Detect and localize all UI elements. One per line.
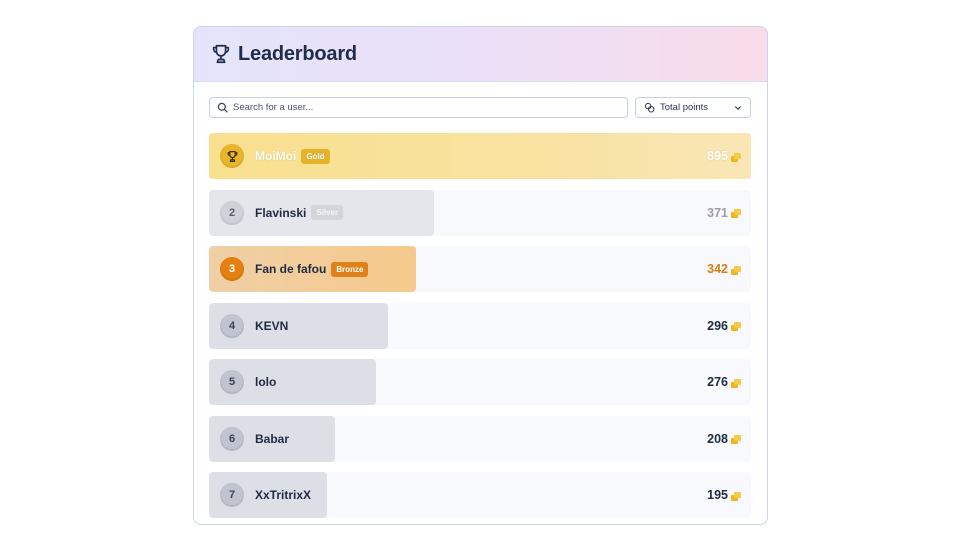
user-name: lolo: [255, 359, 276, 405]
points: 276: [707, 359, 741, 405]
rank-badge: 5: [220, 370, 244, 394]
rank-badge: 3: [220, 257, 244, 281]
leaderboard-header: Leaderboard: [194, 27, 767, 82]
points: 371: [707, 190, 741, 236]
user-name-text: XxTritrixX: [255, 488, 312, 502]
search-input[interactable]: [233, 102, 613, 113]
user-name-text: Babar: [255, 431, 290, 446]
leaderboard-row[interactable]: 7 XxTritrixX 195: [209, 472, 751, 518]
toolbar: Total points: [209, 97, 751, 119]
user-name: KEVN: [255, 303, 288, 349]
points-value: 895: [707, 149, 728, 163]
coins-icon: [731, 491, 741, 501]
rank-number: 7: [228, 489, 236, 501]
rank-number: 2: [228, 206, 236, 219]
search-box[interactable]: [209, 97, 628, 118]
search-icon: [217, 102, 228, 113]
leaderboard-row[interactable]: 4 KEVN 296: [209, 302, 751, 349]
rank-number: 3: [228, 263, 236, 275]
leaderboard-list: MoiMoi Gold 895 2 Flavinski Silver 371: [209, 133, 751, 524]
tier-badge: Gold: [301, 148, 330, 164]
trophy-icon: [212, 44, 230, 64]
points-value: 371: [707, 205, 728, 220]
user-name-text: MoiMoi: [255, 149, 297, 163]
coins-icon: [731, 435, 741, 444]
rank-badge: 6: [220, 426, 244, 451]
rank-number: 4: [228, 319, 236, 332]
leaderboard-row[interactable]: 3 Fan de fafou Bronze 342: [209, 246, 751, 292]
coins-icon: [644, 102, 655, 113]
rank-number: 6: [228, 432, 236, 445]
sort-select-label: Total points: [660, 102, 709, 113]
trophy-icon: [227, 150, 237, 162]
points-value: 342: [707, 262, 728, 276]
user-name: XxTritrixX: [255, 472, 311, 518]
points-value: 208: [707, 431, 728, 446]
rank-badge: [220, 144, 244, 168]
points: 342: [707, 246, 741, 292]
leaderboard-row[interactable]: 2 Flavinski Silver 371: [209, 189, 751, 236]
leaderboard-row[interactable]: MoiMoi Gold 895: [209, 133, 751, 179]
coins-icon: [731, 152, 741, 162]
tier-badge: Silver: [311, 205, 344, 220]
user-name-text: Flavinski: [255, 205, 307, 220]
user-name: MoiMoi Gold: [255, 133, 330, 179]
user-name-text: Fan de fafou: [255, 262, 327, 276]
points: 208: [707, 416, 741, 462]
coins-icon: [731, 265, 741, 275]
coins-icon: [731, 209, 741, 218]
rank-badge: 2: [220, 200, 244, 225]
points: 895: [707, 133, 741, 179]
user-name: Babar: [255, 416, 289, 462]
rank-badge: 7: [220, 483, 244, 507]
user-name: Fan de fafou Bronze: [255, 246, 369, 292]
page-title: Leaderboard: [238, 42, 357, 65]
points: 195: [707, 472, 741, 518]
rank-number: 5: [228, 376, 236, 388]
coins-icon: [731, 378, 741, 388]
points: 296: [707, 303, 741, 349]
points-value: 276: [707, 375, 728, 389]
points-value: 296: [707, 318, 728, 333]
user-name-text: KEVN: [255, 318, 289, 333]
leaderboard-row[interactable]: 6 Babar 208: [209, 415, 751, 462]
points-value: 195: [707, 488, 728, 502]
sort-select[interactable]: Total points: [635, 97, 751, 118]
user-name-text: lolo: [255, 375, 277, 389]
coins-icon: [731, 322, 741, 331]
user-name: Flavinski Silver: [255, 190, 344, 236]
chevron-down-icon: [735, 106, 741, 110]
rank-badge: 4: [220, 313, 244, 338]
leaderboard-card: Leaderboard Total points: [193, 26, 768, 525]
leaderboard-row[interactable]: 5 lolo 276: [209, 359, 751, 405]
tier-badge: Bronze: [331, 261, 369, 277]
